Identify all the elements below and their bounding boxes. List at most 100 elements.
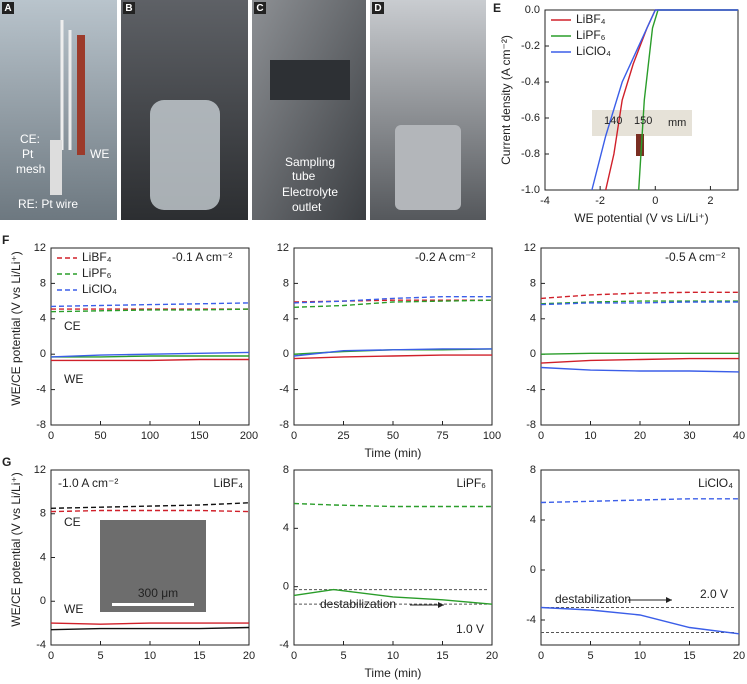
panel-badge: [123, 2, 135, 14]
series-line: [540, 352, 739, 355]
x-tick-label: 5: [340, 650, 346, 662]
pt-mesh: [50, 140, 62, 195]
y-tick-label: -0.8: [521, 148, 540, 160]
series-line: [293, 354, 492, 360]
series-line: [51, 355, 249, 358]
panel-badge: [254, 2, 266, 14]
series-line: [605, 9, 738, 191]
panel-badge: [2, 2, 14, 14]
y-tick-label: 4: [40, 551, 46, 563]
series-line: [293, 588, 493, 605]
annotation: -0.5 A cm⁻²: [665, 250, 725, 264]
series-line: [293, 348, 492, 357]
panel-badge: [372, 2, 384, 14]
panel-letter: C: [256, 3, 263, 14]
y-tick-label: 4: [40, 313, 46, 325]
y-tick-label: 4: [530, 514, 536, 526]
series-line: [540, 301, 739, 306]
x-tick-label: 75: [436, 430, 448, 442]
y-tick-label: -0.6: [521, 112, 540, 124]
annotation: 150: [634, 115, 652, 127]
series-line: [51, 358, 249, 362]
y-tick-label: 8: [40, 277, 46, 289]
annotation: CE: [64, 515, 81, 529]
series-line: [540, 357, 739, 364]
y-tick-label: 0: [530, 564, 536, 576]
annotation: -1.0 A cm⁻²: [58, 476, 118, 490]
series-line: [540, 498, 739, 504]
chart-title: LiClO₄: [698, 476, 733, 490]
y-tick-label: 8: [283, 277, 289, 289]
x-tick-label: 200: [240, 430, 258, 442]
x-tick-label: 40: [733, 430, 745, 442]
annotation: mm: [668, 117, 686, 129]
series-line: [293, 299, 493, 308]
y-tick-label: 4: [283, 313, 289, 325]
y-tick-label: 0: [40, 595, 46, 607]
y-tick-label: 0: [40, 348, 46, 360]
series-line: [540, 291, 739, 300]
x-tick-label: 20: [243, 650, 255, 662]
x-tick-label: 50: [387, 430, 399, 442]
chart-title: LiPF₆: [456, 476, 486, 490]
chart-title: LiBF₄: [213, 476, 243, 490]
y-tick-label: -4: [279, 639, 289, 651]
photo-label: Pt: [22, 147, 34, 161]
series-line: [591, 9, 738, 191]
y-tick-label: -0.4: [521, 76, 540, 88]
y-tick-label: -4: [36, 384, 46, 396]
panel-letter: G: [2, 455, 11, 469]
y-tick-label: 0.0: [525, 4, 540, 16]
y-tick-label: -8: [279, 419, 289, 431]
y-tick-label: -8: [36, 419, 46, 431]
x-tick-label: 10: [144, 650, 156, 662]
y-tick-label: 12: [34, 464, 46, 476]
x-tick-label: 20: [486, 650, 498, 662]
annotation: -0.2 A cm⁻²: [415, 250, 475, 264]
x-tick-label: 0: [291, 650, 297, 662]
series-line: [50, 308, 250, 313]
x-tick-label: 0: [48, 430, 54, 442]
photo-c: [252, 0, 366, 220]
arrow-head: [438, 602, 444, 608]
legend-label: LiPF₆: [576, 28, 606, 42]
x-axis-label: WE potential (V vs Li/Li⁺): [574, 211, 708, 225]
photo-label: mesh: [16, 162, 45, 176]
plot-frame: [293, 469, 493, 646]
annotation: 140: [604, 115, 622, 127]
x-tick-label: 10: [387, 650, 399, 662]
y-axis-label: WE/CE potential (V vs Li/Li⁺): [9, 251, 23, 405]
y-tick-label: 8: [530, 464, 536, 476]
scale-bar: [112, 603, 194, 606]
series-line: [50, 502, 250, 509]
legend-label: LiClO₄: [82, 282, 117, 296]
plot-frame: [293, 247, 493, 426]
x-tick-label: 0: [538, 650, 544, 662]
photo-label: outlet: [292, 200, 322, 214]
x-tick-label: 0: [48, 650, 54, 662]
x-tick-label: 10: [584, 430, 596, 442]
x-tick-label: 20: [634, 430, 646, 442]
x-tick-label: 20: [733, 650, 745, 662]
series-line: [50, 509, 250, 513]
y-tick-label: 4: [283, 522, 289, 534]
photo-label: WE: [90, 147, 109, 161]
plot-frame: [544, 9, 739, 191]
annotation: 2.0 V: [700, 587, 728, 601]
y-axis-label: WE/CE potential (V vs Li/Li⁺): [9, 472, 23, 626]
panel-letter: B: [125, 3, 132, 14]
y-tick-label: 4: [530, 313, 536, 325]
x-tick-label: 30: [683, 430, 695, 442]
y-tick-label: 12: [34, 242, 46, 254]
legend-label: LiBF₄: [82, 250, 112, 264]
y-tick-label: -0.2: [521, 40, 540, 52]
y-tick-label: -4: [526, 384, 536, 396]
annotation: destabilization: [555, 592, 631, 606]
photo-label: Sampling: [285, 155, 335, 169]
y-axis-label: Current density (A cm⁻²): [499, 35, 513, 165]
series-line: [50, 626, 250, 631]
legend-label: LiPF₆: [82, 266, 112, 280]
reactor-head: [270, 60, 350, 100]
